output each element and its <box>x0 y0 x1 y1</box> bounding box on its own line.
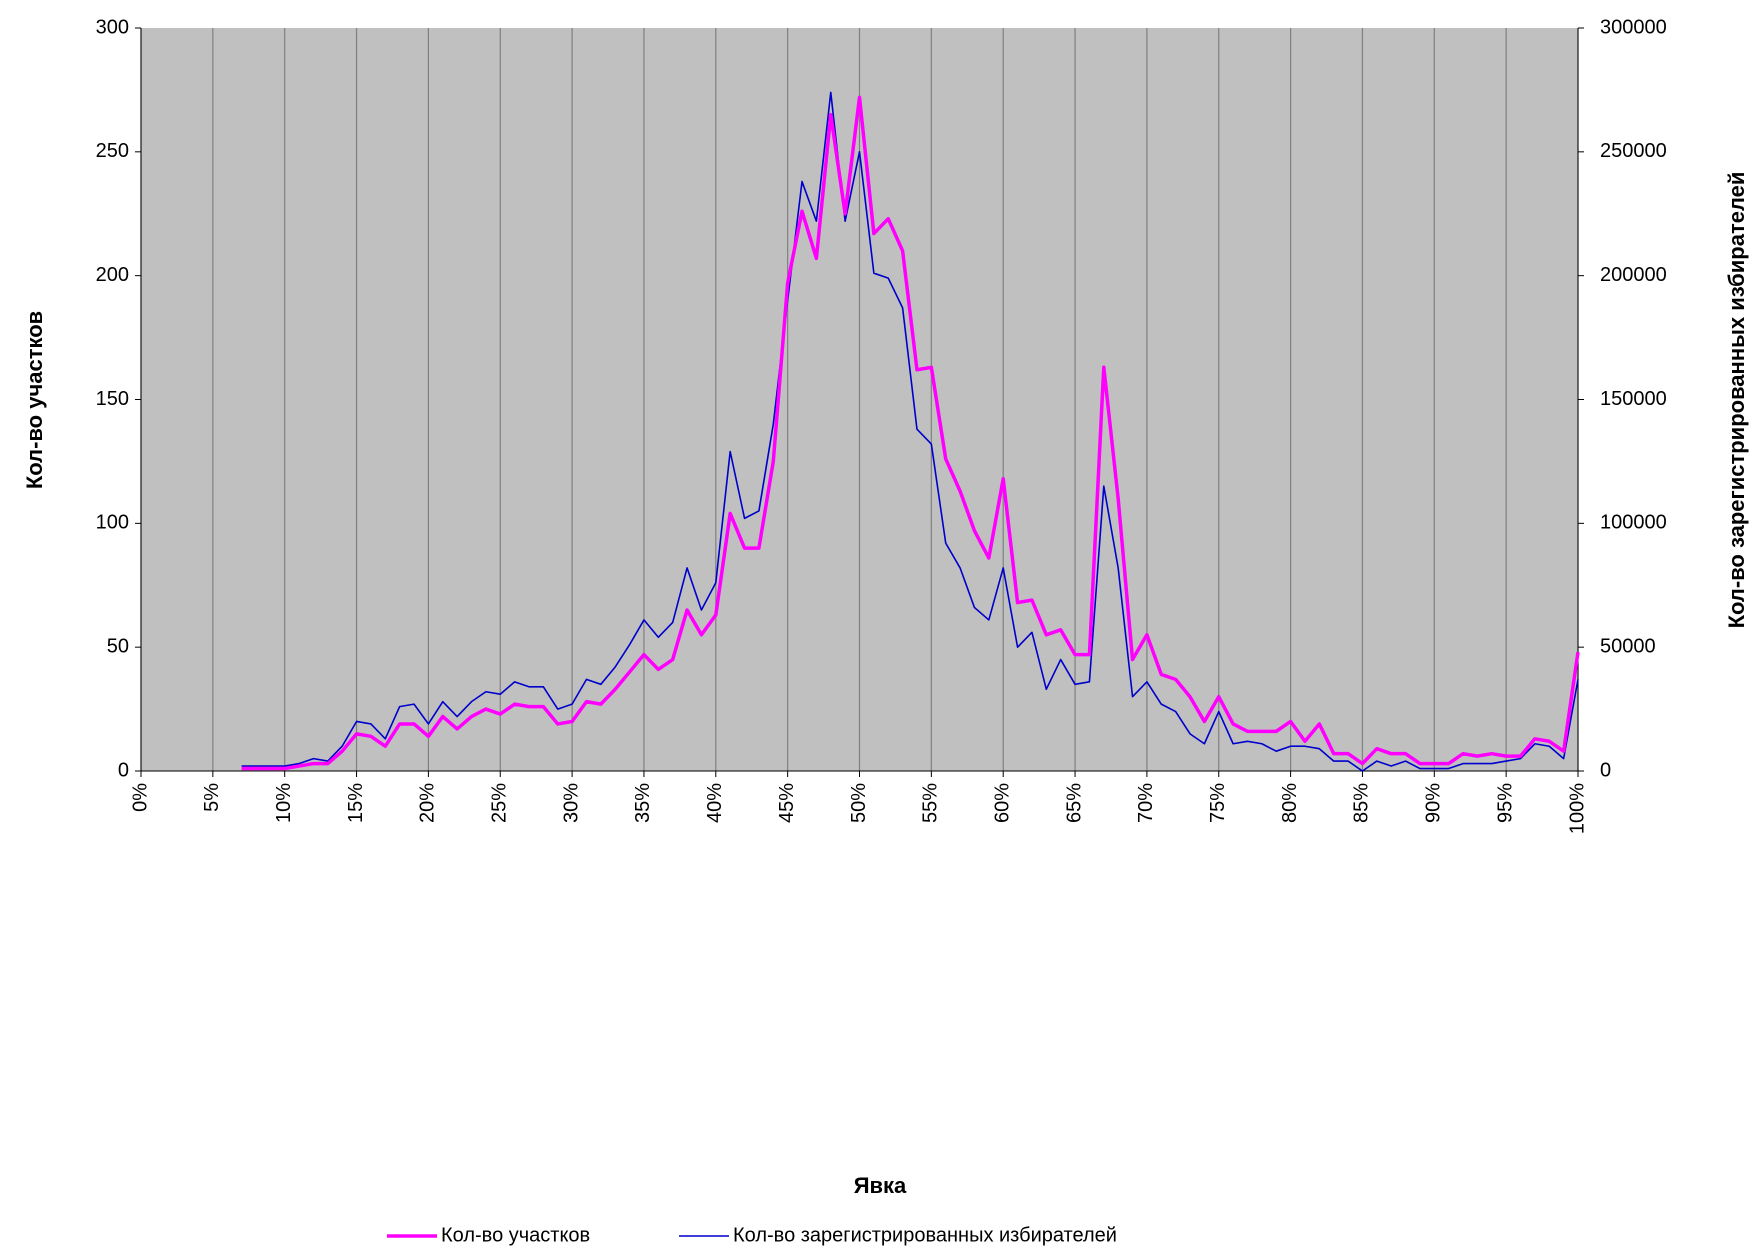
x-tick-label: 35% <box>632 783 654 823</box>
series-line <box>241 91 1579 772</box>
y2-axis-title: Кол-во зарегистрированных избирателей <box>1724 172 1749 629</box>
y-tick-label: 200 <box>96 264 129 286</box>
x-tick-label: 25% <box>489 783 511 823</box>
y2-tick-label: 250000 <box>1600 140 1667 162</box>
x-tick-label: 85% <box>1351 783 1373 823</box>
x-tick-label: 100% <box>1566 783 1588 834</box>
x-tick-label: 60% <box>991 783 1013 823</box>
legend-label: Кол-во участков <box>441 1224 590 1246</box>
x-tick-label: 75% <box>1207 783 1229 823</box>
legend-label: Кол-во зарегистрированных избирателей <box>733 1224 1117 1246</box>
x-tick-label: 50% <box>848 783 870 823</box>
x-tick-label: 30% <box>560 783 582 823</box>
y2-tick-label: 300000 <box>1600 16 1667 38</box>
x-tick-label: 55% <box>920 783 942 823</box>
y2-tick-label: 0 <box>1600 759 1611 781</box>
y-tick-label: 50 <box>107 635 129 657</box>
x-tick-label: 95% <box>1494 783 1516 823</box>
y2-tick-label: 200000 <box>1600 264 1667 286</box>
y-axis-title: Кол-во участков <box>22 311 47 489</box>
y-tick-label: 250 <box>96 140 129 162</box>
x-tick-label: 20% <box>417 783 439 823</box>
y-tick-label: 150 <box>96 388 129 410</box>
x-tick-label: 5% <box>201 783 223 812</box>
x-tick-label: 10% <box>273 783 295 823</box>
y-tick-label: 100 <box>96 512 129 534</box>
x-tick-label: 65% <box>1063 783 1085 823</box>
x-tick-label: 45% <box>776 783 798 823</box>
y2-tick-label: 100000 <box>1600 512 1667 534</box>
x-tick-label: 90% <box>1423 783 1445 823</box>
x-tick-label: 15% <box>345 783 367 823</box>
y2-tick-label: 50000 <box>1600 635 1656 657</box>
x-tick-label: 70% <box>1135 783 1157 823</box>
y-tick-label: 300 <box>96 16 129 38</box>
y2-tick-label: 150000 <box>1600 388 1667 410</box>
x-tick-label: 40% <box>704 783 726 823</box>
x-tick-label: 0% <box>129 783 151 812</box>
series-line <box>241 95 1580 771</box>
x-tick-label: 80% <box>1279 783 1301 823</box>
y-tick-label: 0 <box>118 759 129 781</box>
x-axis-title: Явка <box>854 1173 907 1198</box>
